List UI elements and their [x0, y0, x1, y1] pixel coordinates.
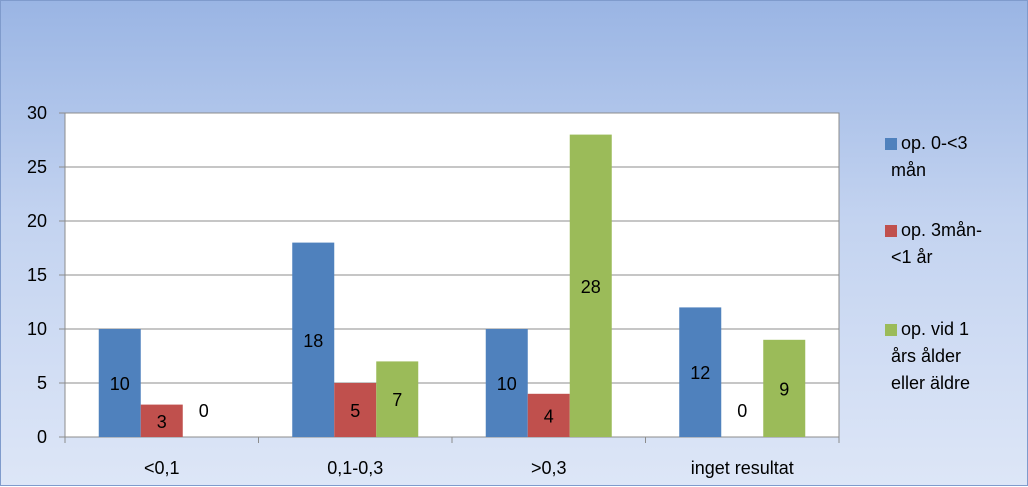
data-label: 18	[303, 331, 323, 351]
data-label: 0	[737, 401, 747, 421]
data-label: 28	[581, 277, 601, 297]
data-label: 12	[690, 363, 710, 383]
legend-swatch	[885, 324, 897, 336]
y-tick-label: 30	[27, 103, 47, 123]
data-label: 3	[157, 412, 167, 432]
bar	[527, 393, 570, 437]
data-label: 10	[497, 374, 517, 394]
x-tick-label: <0,1	[144, 458, 180, 478]
bar	[763, 339, 806, 437]
data-label: 9	[779, 379, 789, 399]
data-label: 5	[350, 401, 360, 421]
bar	[292, 242, 335, 437]
bar	[376, 361, 419, 437]
data-label: 7	[392, 390, 402, 410]
x-tick-label: inget resultat	[691, 458, 794, 478]
data-label: 0	[199, 401, 209, 421]
bar	[569, 134, 612, 437]
bar	[485, 329, 528, 437]
y-tick-label: 20	[27, 211, 47, 231]
x-tick-label: 0,1-0,3	[327, 458, 383, 478]
bar	[334, 383, 377, 437]
x-tick-label: >0,3	[531, 458, 567, 478]
bar	[679, 307, 722, 437]
legend-label: op. vid 1	[901, 319, 969, 339]
legend-label: eller äldre	[891, 373, 970, 393]
data-label: 10	[110, 374, 130, 394]
legend-label: års ålder	[891, 346, 961, 366]
legend-swatch	[885, 225, 897, 237]
y-tick-label: 10	[27, 319, 47, 339]
legend-label: mån	[891, 160, 926, 180]
bar	[98, 329, 141, 437]
data-label: 4	[544, 406, 554, 426]
legend-swatch	[885, 138, 897, 150]
y-tick-label: 5	[37, 373, 47, 393]
legend-label: op. 0-<3	[901, 133, 968, 153]
legend-label: <1 år	[891, 247, 933, 267]
bar	[140, 404, 183, 437]
y-tick-label: 15	[27, 265, 47, 285]
legend-label: op. 3mån-	[901, 220, 982, 240]
y-tick-label: 0	[37, 427, 47, 447]
y-tick-label: 25	[27, 157, 47, 177]
